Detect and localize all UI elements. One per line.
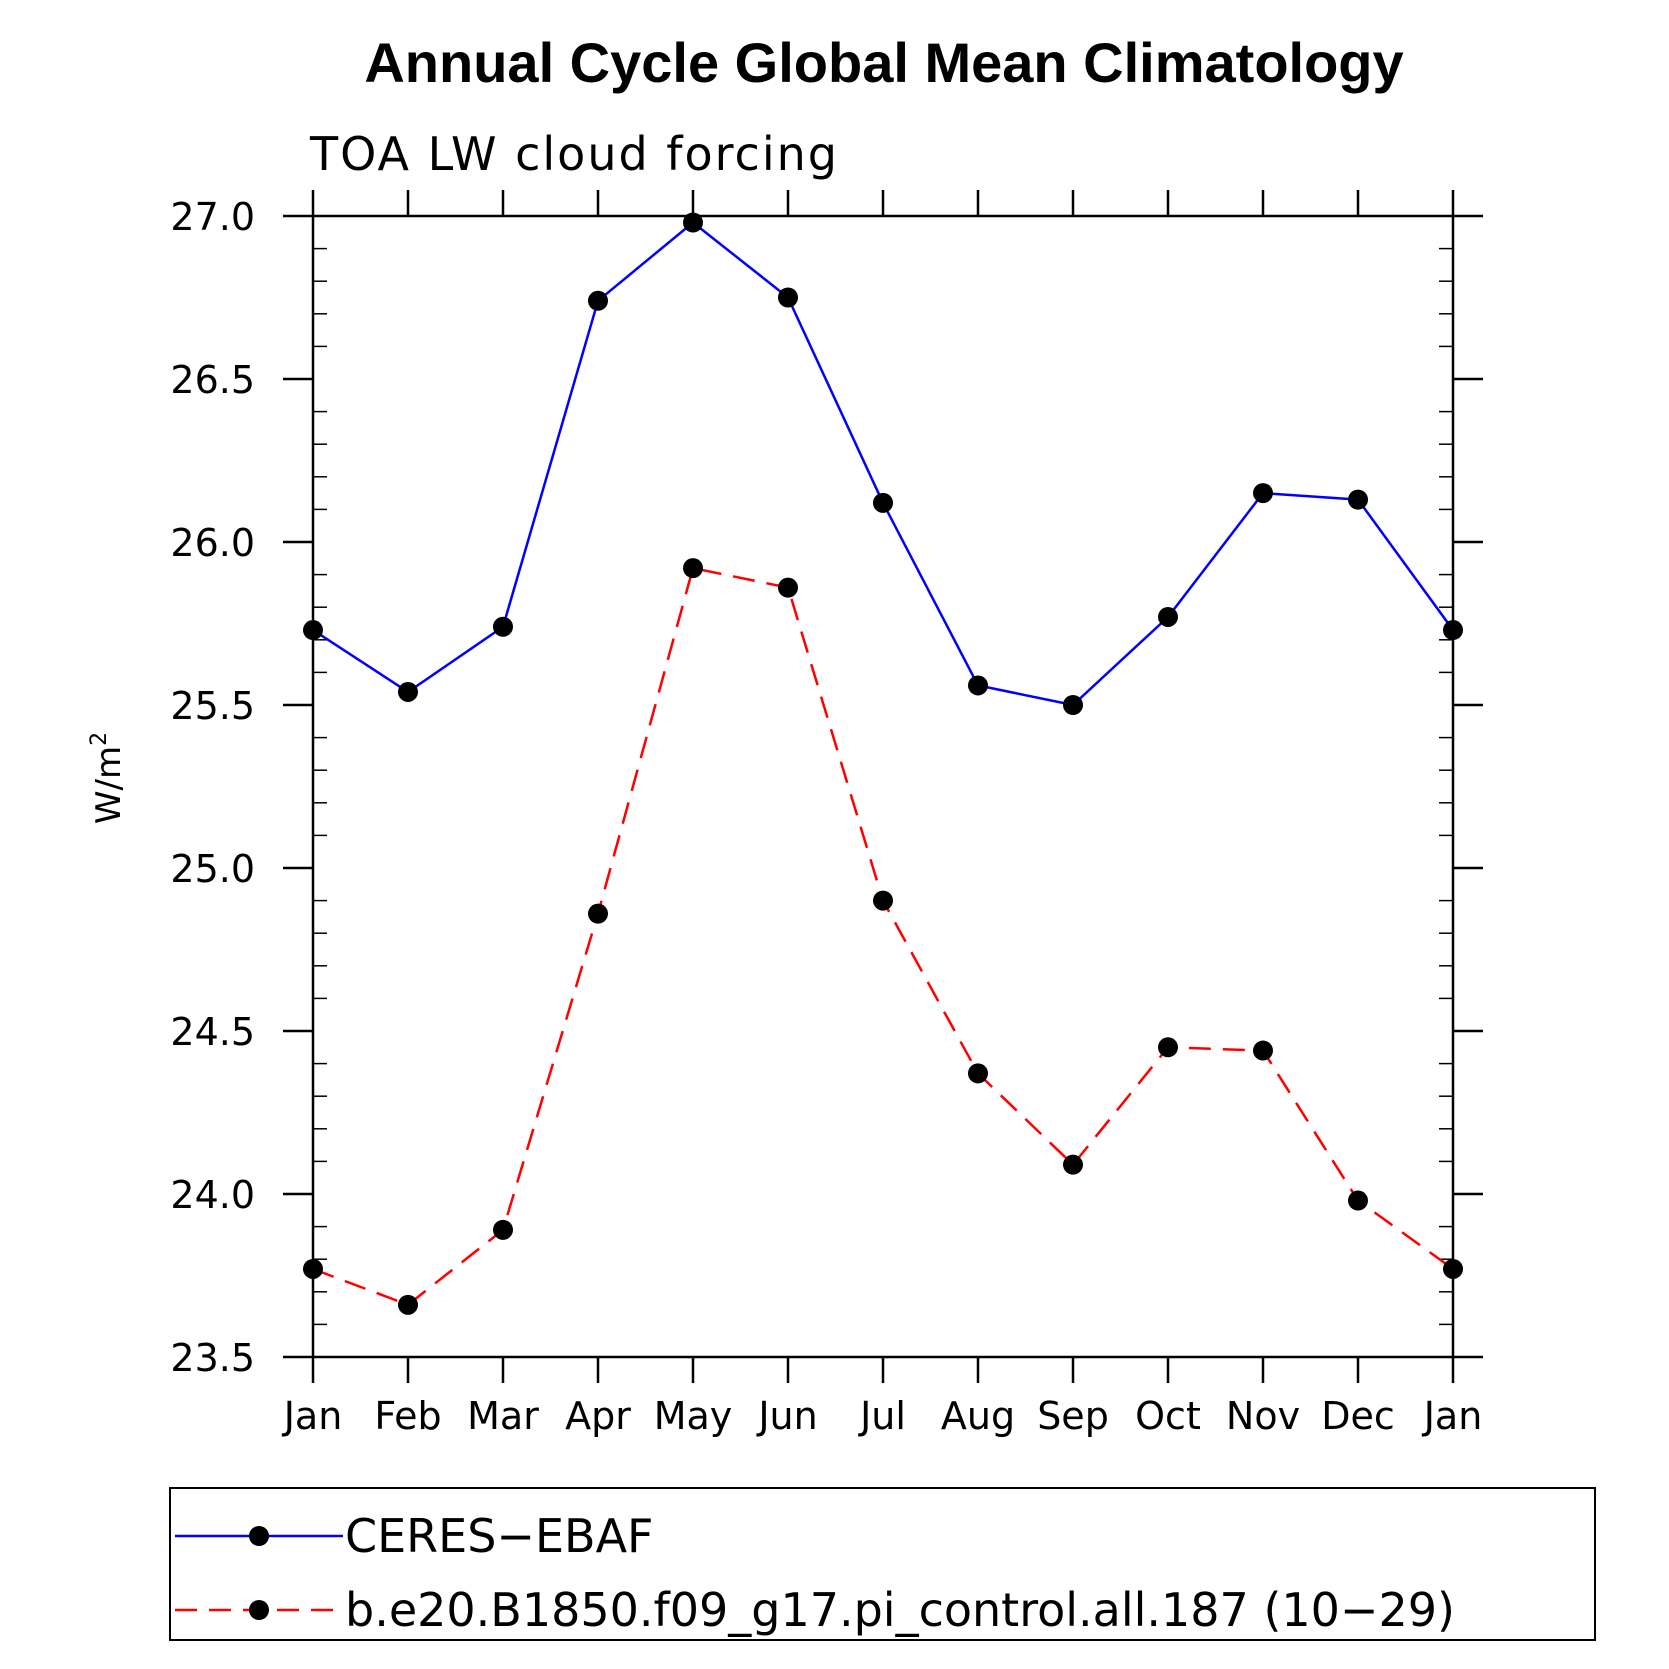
svg-text:W/m2: W/m2 <box>87 732 129 824</box>
x-tick-label: Jan <box>282 1394 343 1438</box>
series-2-point <box>683 558 703 579</box>
legend-box <box>169 1487 1596 1641</box>
y-tick-label: 23.5 <box>170 1336 255 1380</box>
series-2-point <box>1253 1040 1273 1061</box>
y-axis-label-text: W/m <box>89 746 129 824</box>
series-2-point <box>1348 1190 1368 1211</box>
x-tick-label: Oct <box>1135 1394 1201 1438</box>
series-1-point <box>968 675 988 696</box>
chart-title: Annual Cycle Global Mean Climatology <box>364 31 1403 94</box>
series-2-point <box>1158 1037 1178 1058</box>
series-2-point <box>303 1258 323 1279</box>
legend-label: CERES−EBAF <box>345 1509 654 1563</box>
y-axis-label: W/m2 <box>87 732 129 824</box>
x-tick-label: May <box>654 1394 733 1438</box>
y-tick-label: 24.0 <box>170 1173 255 1217</box>
y-tick-label: 25.0 <box>170 847 255 891</box>
series-2-line <box>312 566 1454 1307</box>
x-tick-label: Jun <box>756 1394 817 1438</box>
series-2-point <box>493 1219 513 1240</box>
series-1-line <box>312 220 1455 707</box>
series-1-point <box>1253 483 1273 504</box>
series-2-point <box>588 903 608 924</box>
series-layer <box>303 212 1463 1315</box>
series-2-point <box>778 577 798 598</box>
legend-label: b.e20.B1850.f09_g17.pi_control.all.187 (… <box>345 1583 1455 1637</box>
x-tick-label: Apr <box>565 1394 631 1438</box>
axis-tick-labels: Jan Feb Mar Apr May Jun Jul Aug Sep Oct Nov Dec Jan 2… <box>170 195 1482 1438</box>
series-1-point <box>588 290 608 311</box>
y-tick-label: 24.5 <box>170 1010 255 1054</box>
x-tick-label: Mar <box>467 1394 539 1438</box>
series-2-point <box>1063 1154 1083 1175</box>
series-1-point <box>873 492 893 513</box>
series-1-point <box>1063 695 1083 715</box>
axis-ticks <box>283 190 1483 1383</box>
series-1-point <box>1443 620 1463 641</box>
series-2-point <box>873 890 893 911</box>
series-2-point <box>968 1063 988 1084</box>
x-tick-label: Jan <box>1422 1394 1483 1438</box>
y-tick-label: 27.0 <box>170 195 255 239</box>
series-1-point <box>1348 489 1368 510</box>
series-1-point <box>683 212 703 233</box>
x-tick-label: Dec <box>1321 1394 1395 1438</box>
x-tick-label: Jul <box>858 1394 906 1438</box>
y-axis-label-superscript: 2 <box>87 732 112 746</box>
y-tick-label: 26.0 <box>170 521 255 565</box>
series-1-point <box>493 616 513 637</box>
series-1-point <box>778 287 798 308</box>
legend-marker <box>249 1600 269 1620</box>
y-tick-label: 26.5 <box>170 358 255 402</box>
x-tick-label: Aug <box>941 1394 1015 1438</box>
legend: CERES−EBAF b.e20.B1850.f09_g17.pi_control… <box>169 1487 1596 1641</box>
x-tick-label: Nov <box>1226 1394 1300 1438</box>
legend-marker <box>249 1526 269 1546</box>
series-1-point <box>398 681 418 702</box>
x-tick-label: Sep <box>1037 1394 1109 1438</box>
series-2-point <box>398 1294 418 1315</box>
plot-frame <box>311 214 1455 1359</box>
series-2-point <box>1443 1258 1463 1279</box>
x-tick-label: Feb <box>374 1394 441 1438</box>
series-1-point <box>1158 606 1178 627</box>
chart-subtitle: TOA LW cloud forcing <box>309 127 839 181</box>
y-tick-label: 25.5 <box>170 684 255 728</box>
series-1-point <box>303 620 323 641</box>
